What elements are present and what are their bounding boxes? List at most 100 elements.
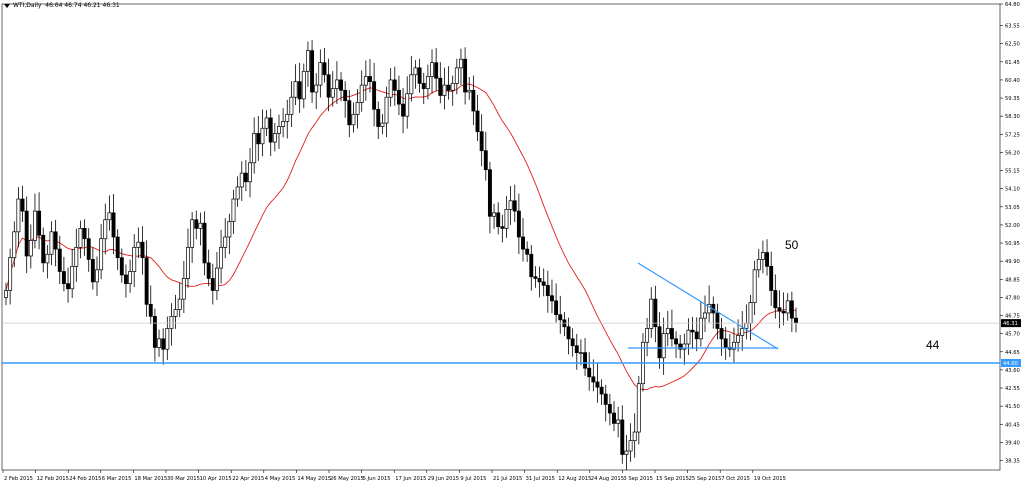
candle-up (157, 338, 161, 348)
x-tick-label: 18 Mar 2015 (134, 476, 167, 482)
candle-up (190, 219, 195, 248)
candle-up (289, 96, 294, 115)
y-tick-label: 58.30 (1005, 114, 1020, 120)
x-tick-label: 12 Aug 2015 (558, 476, 591, 482)
x-tick-label: 22 Apr 2015 (232, 476, 264, 482)
x-tick-label: 10 Apr 2015 (200, 476, 232, 482)
x-tick-label: 24 Feb 2015 (69, 476, 101, 482)
x-tick-label: 24 Aug 2015 (591, 476, 624, 482)
candle-up (277, 126, 281, 134)
candle-down (653, 298, 658, 328)
candle-up (231, 198, 236, 222)
candle-up (351, 114, 356, 126)
candle-down (90, 259, 95, 283)
candle-up (4, 290, 8, 298)
candle-down (715, 312, 720, 329)
candle-up (214, 267, 219, 291)
candle-up (74, 247, 79, 267)
candle-down (161, 338, 166, 350)
candle-up (578, 352, 583, 354)
x-tick-label: 4 May 2015 (265, 476, 296, 482)
candle-down (669, 328, 674, 340)
candle-up (665, 328, 670, 335)
candle-down (554, 300, 559, 316)
candle-down (194, 219, 199, 229)
candle-down (37, 210, 42, 236)
candle-up (413, 67, 418, 76)
candle-up (334, 79, 339, 89)
candle-up (49, 231, 54, 255)
candle-down (61, 271, 66, 284)
candle-down (612, 412, 616, 424)
candle-up (264, 117, 269, 129)
plot-border (1, 3, 1001, 471)
candle-down (140, 241, 145, 259)
resistance-label: 50 (785, 238, 799, 252)
candle-down (297, 81, 302, 100)
y-tick-label: 61.45 (1005, 60, 1020, 66)
candle-up (707, 303, 712, 314)
candle-up (223, 236, 228, 248)
candle-down (475, 110, 480, 133)
candle-up (645, 328, 650, 343)
candle-up (103, 219, 108, 240)
candle-down (421, 83, 426, 89)
candle-down (678, 343, 683, 350)
candle-down (521, 236, 525, 250)
candle-down (765, 252, 769, 267)
candle-up (165, 328, 170, 350)
candle-up (628, 440, 633, 452)
candle-down (434, 62, 439, 79)
candle-up (293, 81, 298, 98)
candle-up (748, 302, 753, 324)
candle-down (148, 303, 153, 317)
candle-down (438, 77, 443, 96)
last-price-text: 46.31 (1003, 321, 1018, 327)
candle-down (396, 89, 401, 105)
moving-average-line (5, 83, 797, 391)
candle-down (20, 198, 25, 212)
candle-down (392, 79, 397, 91)
chart-title: WTI,Daily 46.64 46.74 46.21 46.31 (4, 2, 120, 9)
candle-down (487, 169, 492, 217)
candle-down (496, 212, 501, 227)
candle-up (78, 228, 83, 248)
candle-up (682, 343, 687, 350)
moving-average-path (5, 83, 797, 391)
candle-up (45, 253, 50, 264)
y-tick-label: 56.20 (1005, 150, 1020, 156)
candle-down (533, 276, 538, 279)
candle-up (285, 114, 290, 122)
candle-up (314, 84, 319, 93)
candle-up (492, 212, 497, 217)
candle-up (454, 67, 459, 84)
candle-down (479, 131, 484, 152)
last-price-tag (1001, 319, 1021, 328)
candle-down (723, 338, 728, 348)
candle-up (636, 383, 641, 433)
candle-up (177, 298, 182, 310)
candlesticks (4, 40, 798, 470)
candle-up (248, 162, 252, 183)
candle-up (508, 200, 513, 210)
candle-down (24, 210, 29, 257)
candle-up (504, 209, 509, 229)
candle-up (442, 84, 447, 96)
x-tick-label: 12 Feb 2015 (37, 476, 69, 482)
candle-up (359, 84, 364, 103)
x-tick-label: 9 Jul 2015 (460, 476, 486, 482)
candle-up (252, 133, 257, 164)
candle-up (355, 102, 360, 115)
candle-down (550, 295, 554, 302)
candle-down (471, 89, 476, 112)
candle-down (545, 284, 550, 297)
candle-up (169, 316, 174, 329)
x-tick-label: 2 Feb 2015 (4, 476, 33, 482)
annotations: 44.00 46.31 50 44 (785, 238, 1021, 367)
candle-up (181, 278, 186, 300)
y-tick-label: 41.50 (1005, 404, 1020, 410)
candle-down (574, 345, 579, 353)
candle-up (33, 210, 37, 241)
trendlines (2, 262, 1000, 364)
y-tick-label: 46.75 (1005, 314, 1020, 320)
